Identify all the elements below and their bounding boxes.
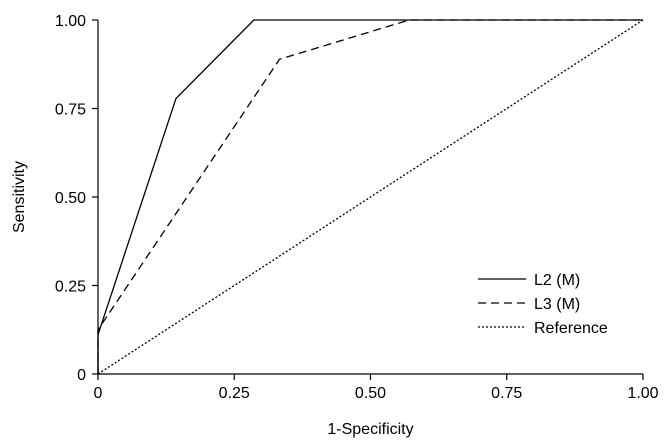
x-tick-label: 0.25 [219,385,250,402]
x-tick-label: 1.00 [627,385,658,402]
y-axis-title: Sensitivity [11,161,28,233]
series-line-reference [97,19,644,375]
x-tick-label: 0.50 [355,385,386,402]
y-tick-label: 1.00 [55,13,86,30]
y-tick-label: 0.75 [55,102,86,119]
axes: 0 0.25 0.50 0.75 1.00 0 0.25 0.50 0.75 1.00 1-Spec… [11,13,659,438]
x-tick-label: 0.75 [491,385,522,402]
legend-label-l2-m: L2 (M) [534,272,580,289]
y-tick-label: 0.50 [55,190,86,207]
y-tick-label: 0.25 [55,279,86,296]
x-tick-label: 0 [94,385,103,402]
legend-label-l3-m: L3 (M) [534,296,580,313]
legend-label-reference: Reference [534,320,608,337]
legend: L2 (M) L3 (M) Reference [478,272,608,337]
y-tick-label: 0 [77,367,86,384]
x-axis-title: 1-Specificity [327,421,413,438]
